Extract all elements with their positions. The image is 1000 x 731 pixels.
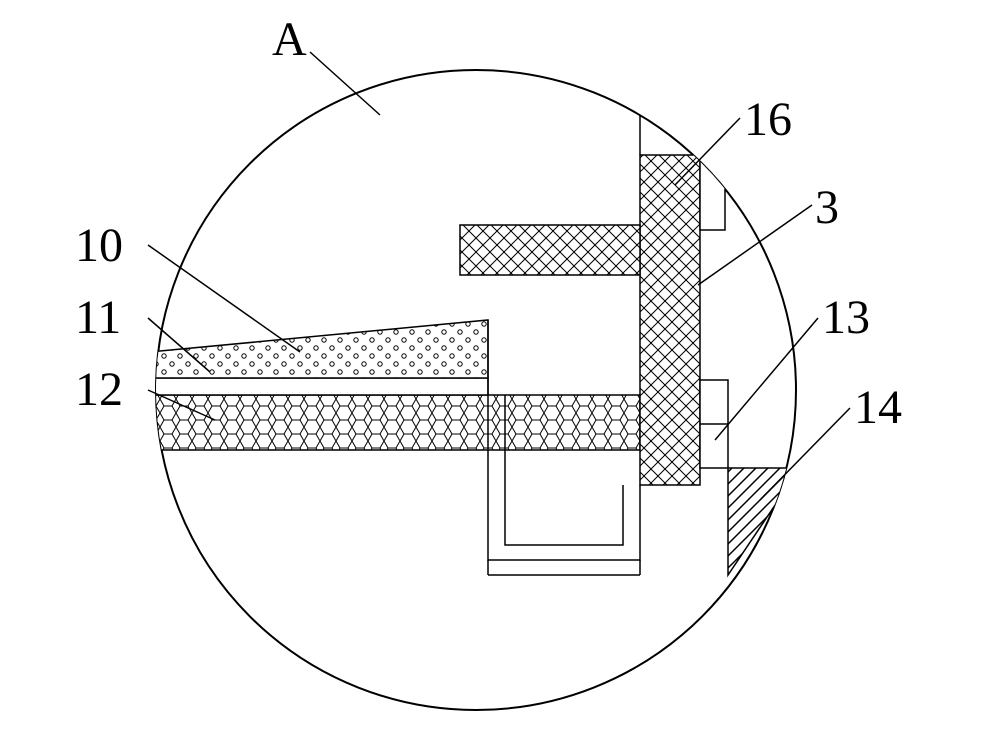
- region-strip-11: [145, 378, 488, 395]
- label-14: 14: [854, 380, 902, 435]
- label-12: 12: [75, 362, 123, 417]
- label-13: 13: [822, 290, 870, 345]
- cross-section-group: [140, 100, 800, 575]
- label-A: A: [272, 12, 307, 67]
- region-crosshatch-3-horiz: [460, 225, 640, 275]
- label-3: 3: [815, 180, 839, 235]
- diagram-container: A 16 3 13 14 10 11 12: [0, 0, 1000, 731]
- diagram-svg: [0, 0, 1000, 731]
- region-honeycomb-12: [140, 395, 640, 450]
- region-diag-14: [728, 468, 800, 575]
- label-11: 11: [75, 290, 121, 345]
- region-crosshatch-3-vert: [640, 155, 700, 485]
- region-box-16: [700, 155, 725, 230]
- label-16: 16: [744, 92, 792, 147]
- leader-A: [310, 52, 380, 115]
- leader-10: [148, 245, 300, 352]
- leader-14: [760, 408, 850, 500]
- region-dotted-10: [150, 320, 488, 378]
- leader-13: [715, 318, 818, 440]
- label-10: 10: [75, 218, 123, 273]
